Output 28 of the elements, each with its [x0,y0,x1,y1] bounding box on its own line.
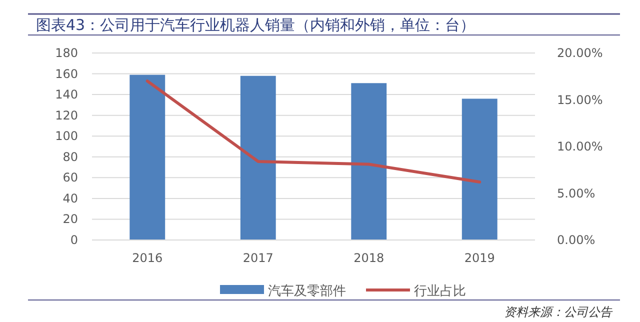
legend-label: 行业占比 [414,284,466,299]
y2-tick-label: 0.00% [557,233,596,247]
x-tick-label: 2017 [242,251,274,265]
y-tick-label: 160 [55,66,78,81]
y-tick-label: 60 [62,170,78,185]
bar [351,83,387,240]
y-tick-label: 120 [55,108,78,122]
y2-tick-label: 15.00% [557,92,603,107]
y2-tick-label: 10.00% [557,140,603,154]
y-tick-label: 140 [55,88,78,102]
x-tick-label: 2019 [464,251,495,265]
y-tick-label: 20 [62,212,78,226]
bar [240,76,276,240]
y-tick-label: 0 [70,233,78,247]
bar [462,98,498,240]
x-tick-label: 2018 [354,251,384,265]
line-series [146,80,482,184]
chart-title: 图表43：公司用于汽车行业机器人销量（内销和外销，单位：台） [36,16,476,34]
y-tick-label: 40 [62,191,78,206]
y2-tick-label: 20.00% [557,46,603,60]
bar [130,74,166,240]
y-tick-label: 80 [62,150,78,164]
y2-tick-label: 5.00% [557,186,596,200]
text: 资料来源：公司公告 [504,305,613,319]
y-tick-label: 100 [55,129,78,144]
x-tick-label: 2016 [132,251,163,265]
y-tick-label: 180 [55,46,78,60]
legend-label: 汽车及零部件 [268,284,346,299]
